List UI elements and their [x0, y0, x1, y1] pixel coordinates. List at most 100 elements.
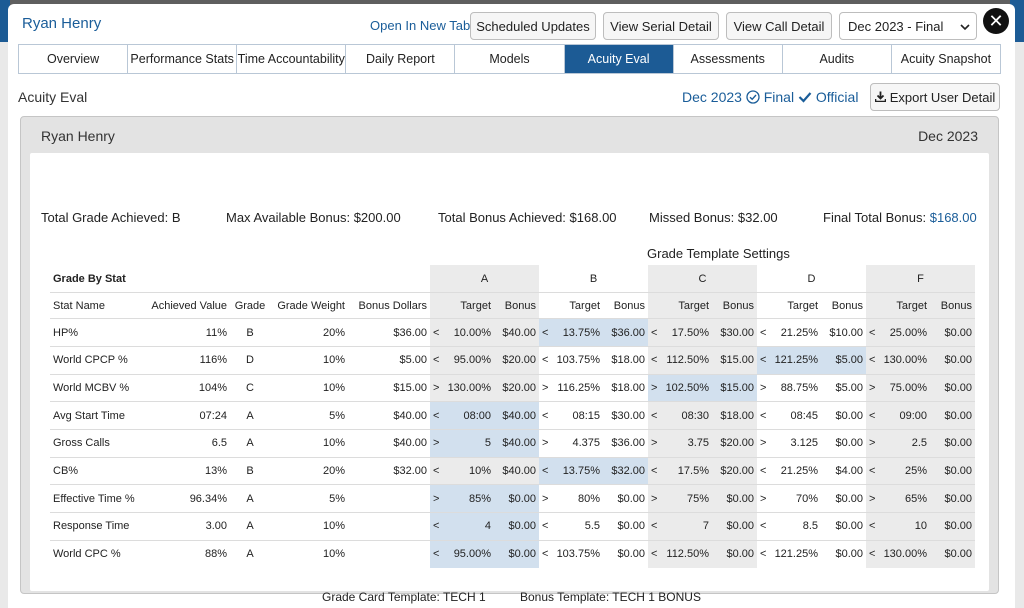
stat-name: Avg Start Time	[50, 401, 146, 430]
table-row: World CPCP % 116% D 10% $5.00 <95.00% $20.00 <1…	[50, 346, 975, 375]
stat-name: Gross Calls	[50, 429, 146, 458]
bonus-value: $18.00	[603, 346, 648, 375]
grade-value: D	[230, 346, 270, 375]
target-operator: >	[433, 381, 440, 394]
target-wrap: <09:00	[869, 410, 927, 422]
target-value: 80%	[577, 492, 600, 505]
target-cell: <10.00%	[430, 318, 494, 347]
target-cell: >116.25%	[539, 374, 603, 403]
target-wrap: <121.25%	[760, 354, 818, 366]
achieved-value: 88%	[204, 548, 227, 561]
target-wrap: <21.25%	[760, 465, 818, 477]
target-value: 103.75%	[556, 548, 600, 561]
target-value: 17.5%	[677, 464, 709, 477]
download-icon	[874, 90, 887, 105]
col-bonus-dollars: Bonus Dollars	[348, 292, 430, 320]
target-wrap: >65%	[869, 493, 927, 505]
achieved-value: 07:24	[146, 401, 230, 430]
col-stat-name: Stat Name	[50, 292, 146, 320]
tab-daily-report[interactable]: Daily Report	[346, 45, 456, 73]
tab-audits[interactable]: Audits	[782, 45, 892, 73]
target-operator: <	[542, 520, 549, 533]
target-operator: <	[433, 464, 440, 477]
target-wrap: <10%	[433, 465, 491, 477]
target-cell: <08:15	[539, 401, 603, 430]
tab-acuity-eval[interactable]: Acuity Eval	[564, 45, 674, 73]
target-value: 85%	[468, 492, 491, 505]
bonus-value: $0.00	[821, 401, 866, 430]
bonus-value: $0.00	[712, 484, 757, 513]
target-cell: <112.50%	[648, 346, 712, 375]
max-bonus-value: $200.00	[353, 210, 401, 225]
view-call-detail-button[interactable]: View Call Detail	[726, 12, 832, 40]
target-wrap: <08:00	[433, 410, 491, 422]
table-row: Avg Start Time 07:24 A 5% $40.00 <08:00 $40.00…	[50, 401, 975, 430]
target-wrap: <5.5	[542, 520, 600, 532]
target-value: 95.00%	[453, 354, 491, 367]
tab-models[interactable]: Models	[455, 45, 565, 73]
target-cell: >5	[430, 429, 494, 458]
tab-overview[interactable]: Overview	[19, 45, 129, 73]
export-user-detail-button[interactable]: Export User Detail	[870, 83, 1000, 111]
user-name: Ryan Henry	[22, 15, 102, 32]
period-label: Dec 2023	[682, 89, 742, 105]
target-operator: <	[542, 326, 549, 339]
target-cell: <10%	[430, 457, 494, 486]
export-label: Export User Detail	[889, 89, 996, 105]
tab-performance-stats[interactable]: Performance Stats	[128, 45, 238, 73]
target-operator: <	[869, 326, 876, 339]
open-new-tab-link[interactable]: Open In New Tab	[370, 18, 471, 33]
grade-weight: 20%	[270, 457, 348, 486]
target-value: 3.75	[687, 437, 709, 450]
grade-card-template: Grade Card Template: TECH 1	[322, 590, 486, 604]
bonus-value: $0.00	[930, 318, 975, 347]
grade-header-row: Grade By Stat A B C D F	[50, 265, 975, 294]
target-value: 112.50%	[666, 548, 709, 561]
target-cell: >75.00%	[866, 374, 930, 403]
col-bonus: Bonus	[712, 292, 757, 320]
col-target: Target	[866, 292, 930, 320]
target-value: 75%	[686, 492, 709, 505]
col-weight: Grade Weight	[270, 292, 348, 320]
grade-value: A	[230, 512, 270, 541]
tab-time-accountability[interactable]: Time Accountability	[237, 45, 347, 73]
close-icon[interactable]: ✕	[983, 8, 1009, 34]
bonus-template-label: Bonus Template:	[520, 590, 610, 604]
bonus-value: $36.00	[603, 318, 648, 347]
target-value: 121.25%	[774, 548, 818, 561]
target-cell: <8.5	[757, 512, 821, 541]
bonus-value: $0.00	[930, 429, 975, 458]
achieved-value: 96.34%	[146, 484, 230, 513]
target-wrap: <10.00%	[433, 327, 491, 339]
missed-bonus-label: Missed Bonus:	[649, 210, 735, 225]
target-cell: <112.50%	[648, 540, 712, 568]
grade-letter-a: A	[430, 265, 539, 294]
grade-value: B	[230, 457, 270, 486]
table-row: HP% 11% B 20% $36.00 <10.00% $40.00 <13.75% $36.…	[50, 318, 975, 347]
tab-assessments[interactable]: Assessments	[673, 45, 783, 73]
view-serial-detail-button[interactable]: View Serial Detail	[603, 12, 719, 40]
section-title: Acuity Eval	[18, 89, 88, 105]
bonus-value: $32.00	[603, 457, 648, 486]
target-value: 08:30	[681, 409, 709, 422]
bonus-value: $0.00	[835, 548, 863, 561]
target-operator: <	[651, 548, 658, 561]
scheduled-updates-button[interactable]: Scheduled Updates	[470, 12, 596, 40]
max-bonus-label: Max Available Bonus:	[226, 210, 351, 225]
target-wrap: <121.25%	[760, 548, 818, 560]
tab-acuity-snapshot[interactable]: Acuity Snapshot	[891, 45, 1000, 73]
target-value: 8.5	[802, 520, 818, 533]
total-grade-summary: Total Grade Achieved: B	[41, 210, 181, 225]
target-wrap: >130.00%	[433, 382, 491, 394]
target-wrap: <130.00%	[869, 548, 927, 560]
card-date: Dec 2023	[918, 128, 978, 144]
period-select[interactable]: Dec 2023 - Final	[839, 12, 977, 40]
target-cell: <08:30	[648, 401, 712, 430]
chevron-down-icon	[960, 19, 970, 34]
bonus-value: $0.00	[603, 484, 648, 513]
target-cell: <17.50%	[648, 318, 712, 347]
grade-letter-c: C	[648, 265, 757, 294]
target-cell: >102.50%	[648, 374, 712, 403]
target-cell: <25.00%	[866, 318, 930, 347]
grade-letter-d: D	[757, 265, 866, 294]
